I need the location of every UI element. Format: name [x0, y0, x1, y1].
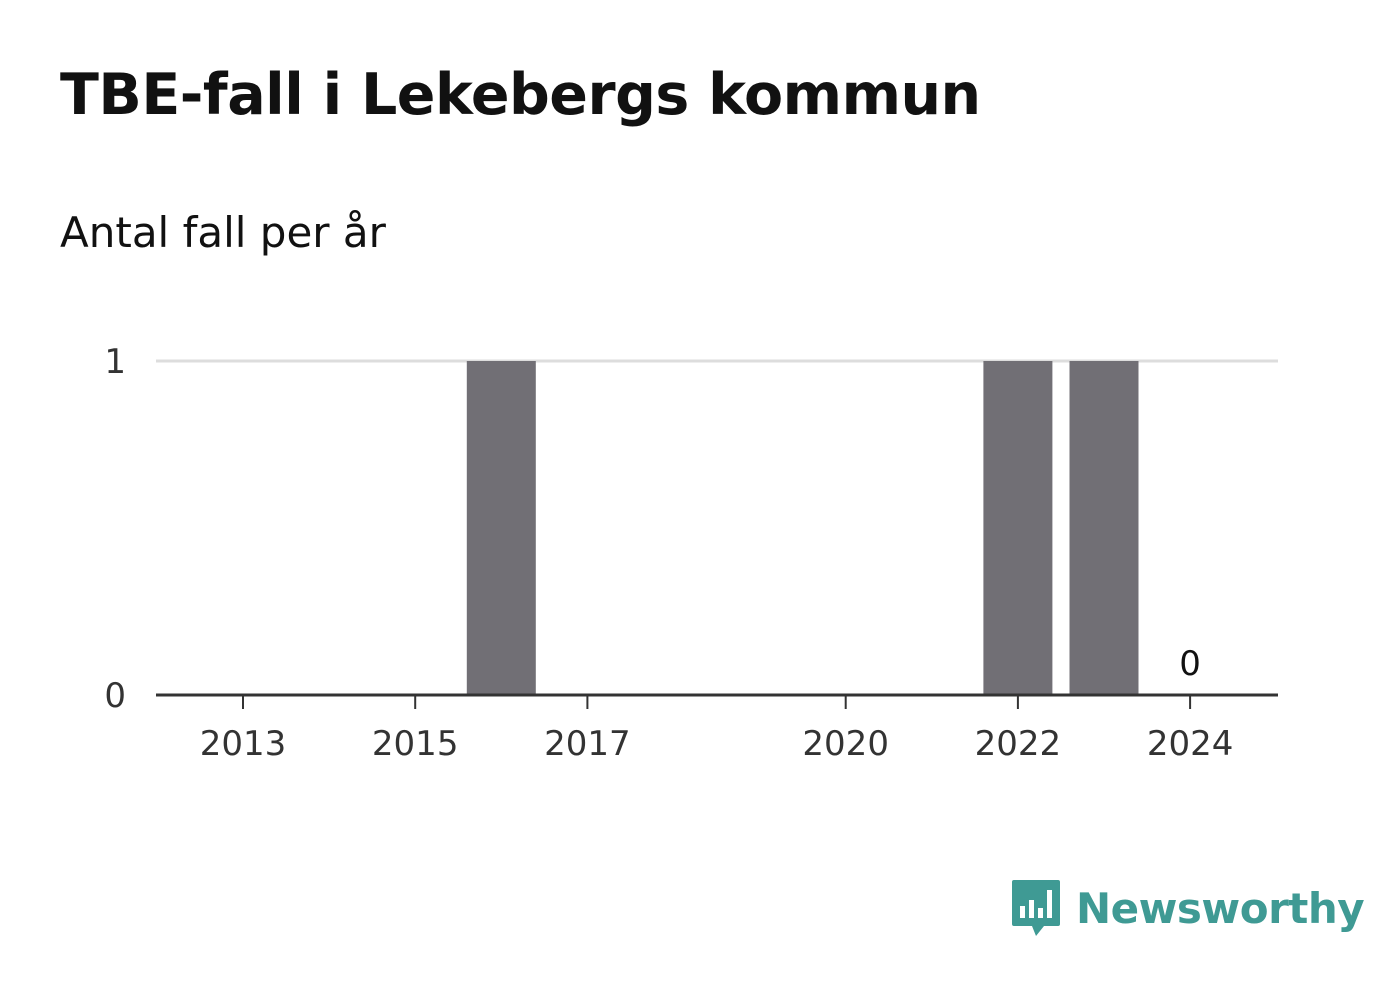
x-tick-label: 2013 [200, 724, 287, 764]
bar-2016 [466, 361, 536, 695]
brand-name: Newsworthy [1076, 883, 1365, 933]
x-tick-label: 2015 [372, 724, 459, 764]
x-tick-label: 2020 [802, 724, 889, 764]
bar-chart-speech-bubble-icon [1012, 880, 1060, 936]
y-tick-label: 1 [104, 342, 126, 382]
x-tick-label: 2022 [975, 724, 1062, 764]
y-tick-label: 0 [104, 676, 126, 716]
bar-2022 [983, 361, 1053, 695]
data-label: 0 [1179, 644, 1201, 684]
chart-title: TBE-fall i Lekebergs kommun [60, 62, 981, 128]
bar-2023 [1069, 361, 1139, 695]
x-tick-label: 2024 [1147, 724, 1234, 764]
newsworthy-logo: Newsworthy [1010, 878, 1365, 938]
x-tick-label: 2017 [544, 724, 631, 764]
chart-subtitle: Antal fall per år [60, 208, 386, 257]
